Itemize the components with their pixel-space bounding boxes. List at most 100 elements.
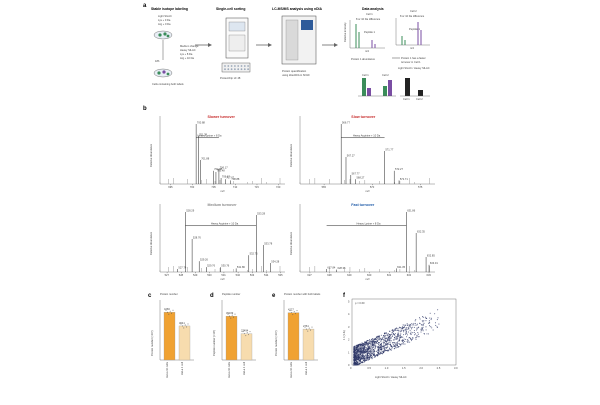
scatter-x-tick: 0 xyxy=(350,366,352,370)
scatter-point xyxy=(373,356,376,358)
scatter-point xyxy=(380,349,382,351)
scatter-point xyxy=(368,341,370,343)
x-tick-label: 531 xyxy=(221,273,226,277)
replicate-dot xyxy=(171,312,173,314)
scatter-point xyxy=(359,358,361,360)
scatter-point xyxy=(408,326,410,328)
scatter-point xyxy=(383,349,385,352)
bar-cell2-light xyxy=(383,86,387,96)
culture-dish-light-icon xyxy=(153,30,173,40)
scatter-point xyxy=(404,329,406,331)
bar-panel-title: Protein number xyxy=(160,292,178,296)
cell-icon xyxy=(157,71,161,75)
scatter-point xyxy=(430,326,432,328)
scatter-point xyxy=(403,324,405,326)
scatter-point xyxy=(416,329,418,331)
scatter-point xyxy=(406,332,408,334)
scatter-point xyxy=(358,356,360,358)
cell-icon xyxy=(166,72,170,76)
scatter-point xyxy=(396,327,398,329)
cell1-bar-label: Cell 1 xyxy=(362,73,369,77)
peak-label: 627.84 xyxy=(327,265,335,269)
arrow-head-icon xyxy=(208,43,212,47)
x-tick-label: 527 xyxy=(165,273,170,277)
scatter-point xyxy=(367,352,369,354)
panel-letter: e xyxy=(272,293,276,299)
panel-f-letter: f xyxy=(343,293,346,299)
scatter-point xyxy=(372,346,374,348)
scatter-point xyxy=(411,328,413,330)
scatter-point xyxy=(361,352,363,354)
scatter-point xyxy=(393,345,395,347)
scatter-point xyxy=(354,363,356,365)
scatter-point xyxy=(356,361,358,363)
scatter-point xyxy=(394,342,396,344)
cell-icon xyxy=(162,70,166,74)
x-tick-label: 532 xyxy=(236,273,241,277)
scatter-point xyxy=(389,330,391,332)
scatter-point xyxy=(380,352,382,354)
panel-a-letter: a xyxy=(143,3,147,9)
scatter-point xyxy=(356,344,358,346)
scatter-point xyxy=(397,333,399,335)
peak-label: 529.76 xyxy=(207,264,215,268)
scatter-point xyxy=(373,338,375,340)
spectrum-0: Slower turnover Relative Abundance m/z 695 7… xyxy=(149,115,285,193)
bar-value-label: 4227 xyxy=(288,308,294,312)
scatter-point xyxy=(358,353,360,355)
scatter-point xyxy=(385,340,387,343)
replicate-dot xyxy=(296,310,298,312)
bar-category-label: HeLa 10 cells xyxy=(165,361,169,377)
scatter-point xyxy=(357,346,359,348)
scatter-point xyxy=(376,337,378,339)
scatter-point xyxy=(385,347,388,349)
scatter-point xyxy=(410,333,412,335)
scatter-point xyxy=(380,340,382,342)
scatter-point xyxy=(429,312,431,314)
scatter-point xyxy=(410,324,412,326)
scatter-point xyxy=(412,332,414,334)
scatter-point xyxy=(366,341,368,343)
scatter-point xyxy=(384,343,386,345)
step1-medium-0: Medium change xyxy=(180,44,199,48)
spectrum-ylabel: Relative Abundance xyxy=(149,143,153,167)
replicate-dot xyxy=(305,328,307,330)
scatter-point xyxy=(389,337,391,339)
scatter-point xyxy=(370,339,372,341)
scatter-point xyxy=(406,323,408,325)
scatter-point xyxy=(413,329,415,332)
scatter-point xyxy=(372,353,374,355)
replicate-dot xyxy=(181,325,183,327)
scatter-point xyxy=(368,358,370,361)
bar-panel-title: Peptide number xyxy=(222,292,240,296)
scatter-point xyxy=(438,323,440,325)
cell-icon xyxy=(163,32,167,36)
scatter-point xyxy=(406,334,409,336)
scatter-point xyxy=(398,340,400,342)
x-tick-label: 631 xyxy=(387,273,392,277)
scatter-point xyxy=(421,327,423,329)
scatter-point xyxy=(381,353,384,355)
scatter-point xyxy=(368,354,370,356)
x-tick-label: 528 xyxy=(179,273,184,277)
scatter-point xyxy=(367,344,370,346)
scatter-point xyxy=(369,348,371,350)
panel-letter: c xyxy=(148,293,152,299)
scatter-point xyxy=(355,360,357,362)
replicate-dot xyxy=(228,315,230,317)
well-icon xyxy=(237,65,240,67)
bar-cell1-light xyxy=(362,78,366,96)
scatter-point xyxy=(374,345,376,347)
scatter-point xyxy=(384,339,386,341)
scatter-point xyxy=(375,355,377,357)
scatter-point xyxy=(359,347,361,349)
bar xyxy=(163,312,176,361)
scatter-point xyxy=(354,350,356,352)
step1-light-1: Lys + 0 Da xyxy=(158,18,171,22)
spectrum-xlabel: m/z xyxy=(221,189,226,193)
scatter-point xyxy=(356,348,359,350)
scatter-x-tick: 1.0 xyxy=(385,366,389,370)
scatter-point xyxy=(366,349,368,351)
scatter-point xyxy=(379,347,382,349)
scatter-point xyxy=(390,345,392,347)
